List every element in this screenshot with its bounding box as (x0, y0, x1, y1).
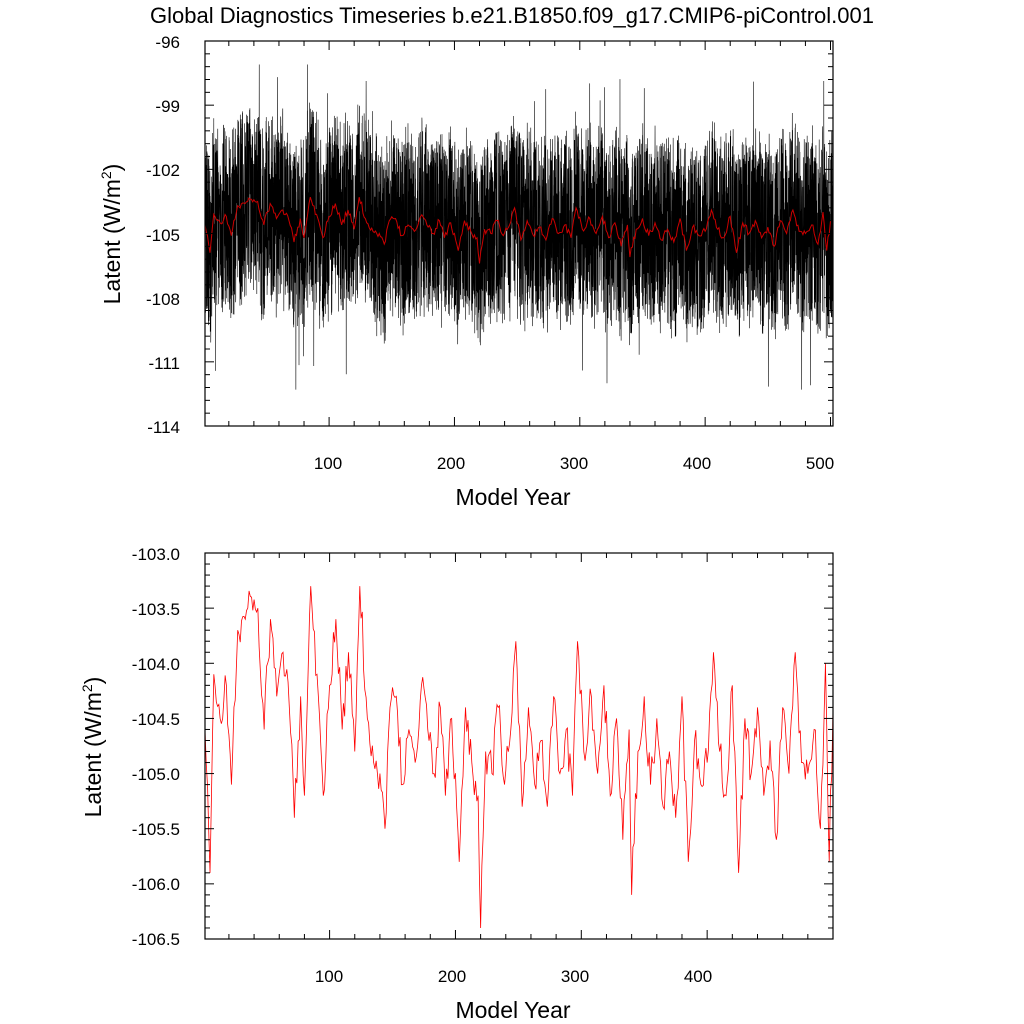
bottom-y-tick-label: -105.5 (132, 820, 180, 839)
top-x-axis-label: Model Year (455, 484, 570, 510)
top-chart: -96 -99 -102 -105 -108 -111 -114 100 200… (98, 33, 834, 510)
bottom-x-tick-label: 100 (315, 967, 343, 986)
top-x-tick-label: 100 (314, 454, 342, 473)
top-y-tick-label: -99 (155, 97, 180, 116)
bottom-y-tick-label: -103.0 (132, 545, 180, 564)
bottom-x-tick-labels: 100 200 300 400 (315, 967, 712, 986)
top-y-tick-label: -108 (146, 290, 180, 309)
top-ticks (205, 40, 833, 427)
bottom-x-tick-label: 300 (561, 967, 589, 986)
bottom-y-tick-label: -106.0 (132, 875, 180, 894)
bottom-y-axis-label: Latent (W/m2) (79, 677, 106, 818)
top-y-tick-label: -96 (155, 33, 180, 52)
top-y-tick-label: -105 (146, 226, 180, 245)
bottom-y-tick-label: -104.5 (132, 710, 180, 729)
bottom-annual-line (204, 586, 834, 928)
bottom-plot-frame (204, 552, 834, 940)
bottom-y-tick-label: -103.5 (132, 600, 180, 619)
bottom-y-tick-label: -106.5 (132, 930, 180, 949)
top-series-annual (204, 196, 831, 264)
top-annual-line (204, 196, 831, 264)
top-x-tick-label: 300 (560, 454, 588, 473)
bottom-x-tick-label: 400 (684, 967, 712, 986)
top-x-tick-labels: 100 200 300 400 500 (314, 454, 834, 473)
bottom-y-tick-label: -104.0 (132, 655, 180, 674)
bottom-y-tick-label: -105.0 (132, 765, 180, 784)
bottom-series-annual (204, 586, 834, 928)
top-x-tick-label: 500 (806, 454, 834, 473)
bottom-x-tick-label: 200 (438, 967, 466, 986)
bottom-ticks (205, 552, 834, 940)
bottom-y-tick-labels: -103.0 -103.5 -104.0 -104.5 -105.0 -105.… (132, 545, 180, 949)
top-y-tick-label: -114 (147, 418, 180, 437)
top-y-axis-label: Latent (W/m2) (98, 164, 125, 305)
top-plot-area (204, 64, 834, 390)
figure-title: Global Diagnostics Timeseries b.e21.B185… (150, 3, 874, 28)
top-x-tick-label: 200 (437, 454, 465, 473)
top-y-tick-label: -102 (146, 161, 180, 180)
bottom-x-axis-label: Model Year (455, 997, 570, 1023)
top-y-tick-labels: -96 -99 -102 -105 -108 -111 -114 (146, 33, 180, 437)
top-x-tick-label: 400 (683, 454, 711, 473)
bottom-plot-area (204, 586, 834, 928)
top-y-tick-label: -111 (148, 354, 180, 373)
bottom-chart: -103.0 -103.5 -104.0 -104.5 -105.0 -105.… (79, 545, 834, 1023)
